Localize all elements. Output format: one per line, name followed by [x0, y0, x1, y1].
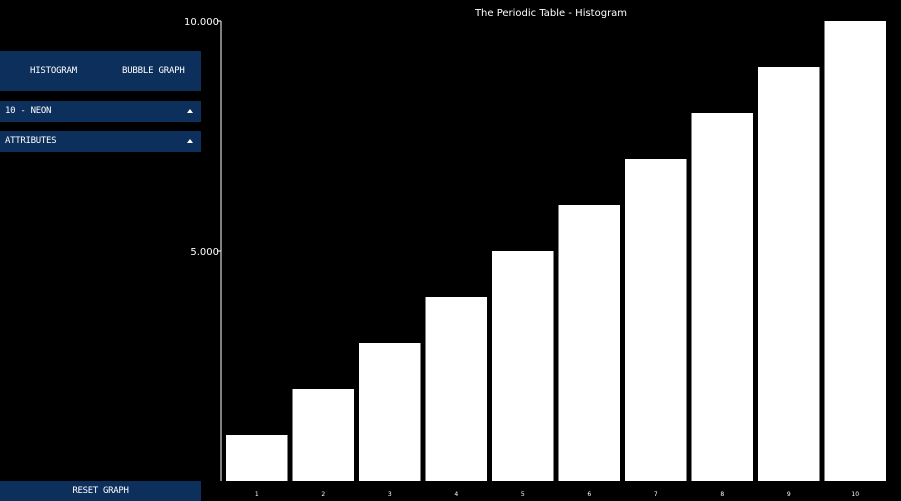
- caret-up-icon: [187, 109, 193, 113]
- x-tick-label: 1: [255, 491, 259, 498]
- element-dropdown-value: 10 - NEON: [5, 106, 52, 116]
- y-tick-label: 5.000: [190, 247, 219, 258]
- bar-10: [824, 21, 886, 481]
- axes: 1 2 3 4 5 6 7 8 9 10 5.000 10.000: [184, 17, 859, 498]
- bar-2: [292, 389, 354, 481]
- x-tick-label: 7: [654, 491, 658, 498]
- x-tick-label: 4: [454, 491, 458, 498]
- bar-6: [558, 205, 620, 481]
- bar-8: [691, 113, 753, 481]
- bar-1: [226, 435, 288, 481]
- x-tick-label: 2: [321, 491, 325, 498]
- x-tick-label: 6: [587, 491, 591, 498]
- attributes-dropdown[interactable]: ATTRIBUTES: [0, 131, 201, 152]
- x-tick-label: 3: [388, 491, 392, 498]
- x-tick-label: 10: [851, 491, 859, 498]
- caret-up-icon: [187, 139, 193, 143]
- x-tick-label: 8: [720, 491, 724, 498]
- element-dropdown[interactable]: 10 - NEON: [0, 101, 201, 122]
- bars: [226, 21, 886, 481]
- bar-4: [425, 297, 487, 481]
- y-tick-label: 10.000: [184, 17, 219, 28]
- bar-9: [758, 67, 820, 481]
- chart-title: The Periodic Table - Histogram: [474, 8, 627, 19]
- bubble-graph-tab[interactable]: BUBBLE GRAPH: [122, 66, 185, 76]
- bar-7: [625, 159, 687, 481]
- x-tick-label: 9: [787, 491, 791, 498]
- histogram-tab[interactable]: HISTOGRAM: [30, 66, 77, 76]
- bar-3: [359, 343, 421, 481]
- reset-graph-button[interactable]: RESET GRAPH: [0, 481, 201, 501]
- attributes-dropdown-value: ATTRIBUTES: [5, 136, 57, 146]
- graph-type-tabs: HISTOGRAM BUBBLE GRAPH: [0, 51, 201, 91]
- x-tick-label: 5: [521, 491, 525, 498]
- bar-5: [492, 251, 554, 481]
